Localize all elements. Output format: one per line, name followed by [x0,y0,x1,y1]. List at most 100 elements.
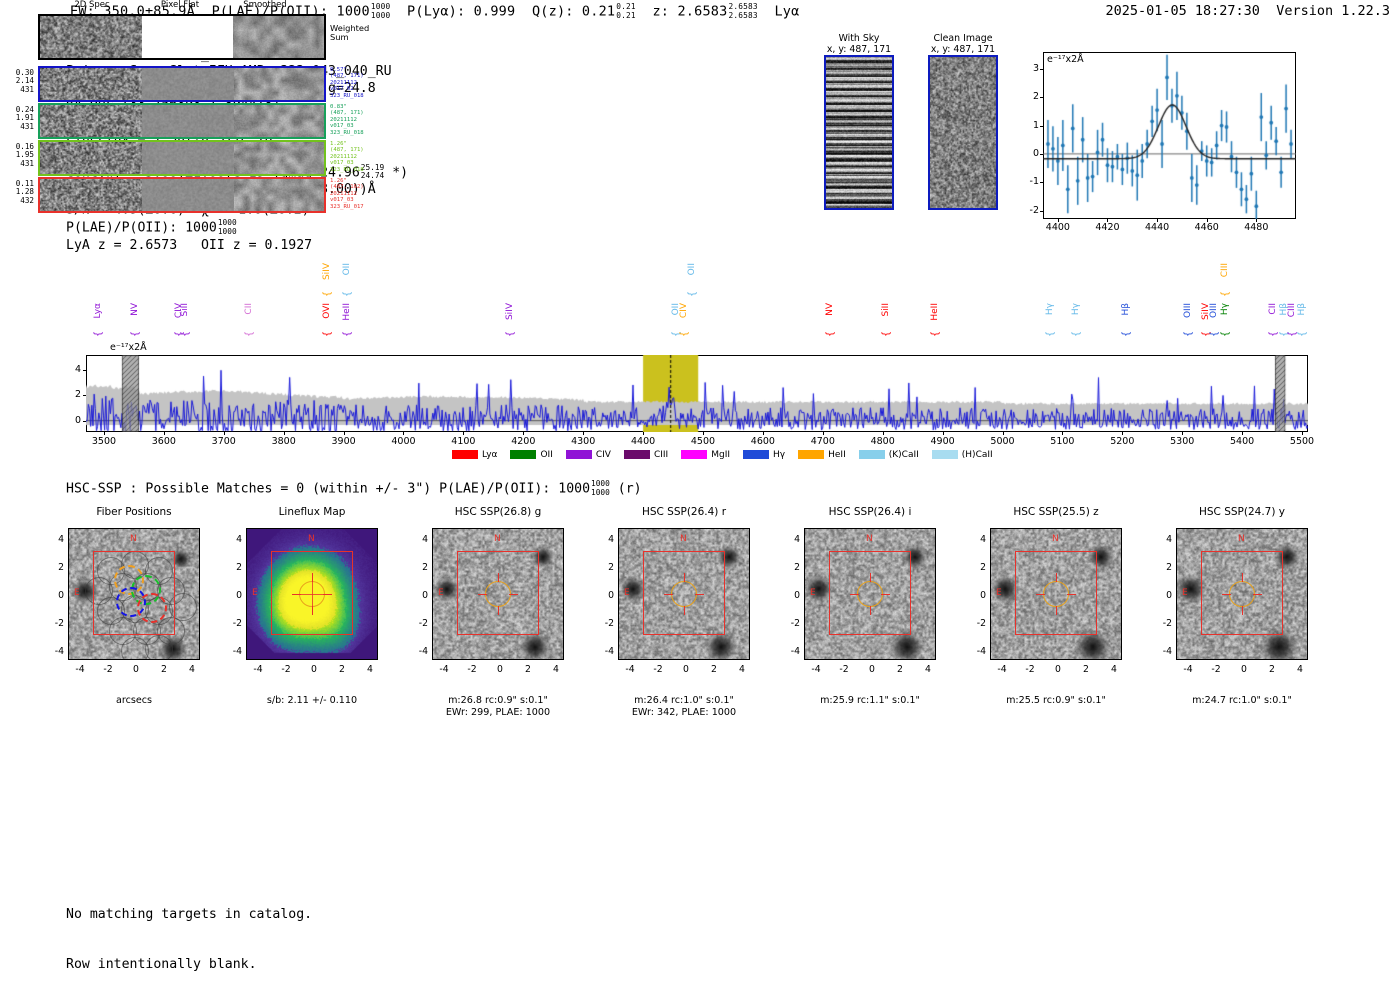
cutout-panel-6[interactable]: HSC SSP(24.7) y N E -4 -2 0 2 4 4 2 0 -2 -4 m:24.7 rc… [1163,506,1308,706]
emission-line-brace-22: { [1220,291,1232,298]
cutout-xtick-5-1: -2 [1025,664,1035,675]
emission-line-label-heii-15: HeII [930,303,941,321]
cutout-caption-0: arcsecs [39,695,229,707]
cutout-ytick-6-1: 2 [1166,562,1172,573]
cutout-caption-1: s/b: 2.11 +/- 0.110 [217,695,407,707]
compass-north: N [130,534,137,544]
montage-weighted-sum-label: Weighted Sum [330,24,369,42]
cutout-xtick-5-4: 4 [1111,664,1117,675]
cutout-title-6: HSC SSP(24.7) y [1198,506,1285,518]
cutout-xtick-1-3: 2 [339,664,345,675]
crosshair-top [684,573,686,582]
legend-item-ciii: CIII [623,450,668,460]
header-redshift-range: 2.6583 2.6583 [728,2,758,20]
compass-north: N [308,534,315,544]
row-stat-1-1: 1.91 [15,113,34,123]
line-fit-xtick-mark [1256,219,1258,222]
extraction-circle [1229,581,1255,607]
spectrum-xtick-mark [583,432,585,435]
cutout-xtick-3-2: 0 [683,664,689,675]
cutout-xtick-0-0: -4 [75,664,85,675]
cutout-caption-line-1-0: s/b: 2.11 +/- 0.110 [266,695,358,706]
cutout-ytick-2-3: -2 [418,618,428,629]
cutout-caption-5: m:25.5 rc:0.9" s:0.1" [961,695,1151,707]
montage-fiber-row-2 [38,140,326,176]
cutout-xtick-6-2: 0 [1241,664,1247,675]
emission-line-brace-13: { [824,331,836,338]
cutout-xtick-6-3: 2 [1269,664,1275,675]
header-plya: P(Lyα): 0.999 [407,3,516,20]
cutout-ytick-6-3: -2 [1162,618,1172,629]
spectrum-xtick-mark [343,432,345,435]
line-fit-ytick-mark [1040,210,1043,212]
emission-line-brace-3: { [179,331,191,338]
cutout-ytick-0-3: -2 [54,618,64,629]
cutout-panel-0[interactable]: Fiber Positions N E -4 -2 0 2 4 4 2 0 -2 -4 arcsecs [55,506,200,706]
spectrum-xtick-mark [1062,432,1064,435]
line-fit-xtick: 4420 [1095,222,1120,233]
montage-fiber-row-0 [38,66,326,102]
emission-line-brace-19: { [1183,331,1195,338]
header-classification: Lyα [774,3,800,20]
aperture-box [271,551,353,635]
cutout-panel-4[interactable]: HSC SSP(26.4) i N E -4 -2 0 2 4 4 2 0 -2 -4 m:25.9 rc… [791,506,936,706]
header-plae-range: 1000 1000 [370,2,391,20]
row-meta-1-0: 0.83" [330,104,347,110]
cutout-panel-5[interactable]: HSC SSP(25.5) z N E -4 -2 0 2 4 4 2 0 -2 -4 m:25.5 rc… [977,506,1122,706]
crosshair-left [478,594,487,596]
cutout-ytick-4-0: 4 [794,534,800,545]
spectrum-xtick-mark [523,432,525,435]
line-fit-ytick: 2 [1032,91,1039,103]
emission-line-label-cii-4: CII [243,303,254,315]
row-stat-3-0: 0.11 [15,179,34,188]
line-fit-ytick: 3 [1032,62,1039,74]
cutout-xtick-1-4: 4 [367,664,373,675]
clean-image-title: Clean Image [933,33,993,44]
spectrum-ytick: 2 [74,389,81,401]
cutout-panel-1[interactable]: Lineflux Map N E -4 -2 0 2 4 4 2 0 -2 -4 s/b: 2.11 +/… [233,506,378,706]
spectrum-xtick: 4700 [810,436,835,447]
legend-swatch-0 [452,450,478,459]
emission-line-label-oii-8: OII [341,263,352,276]
legend-label-0: Lyα [482,449,498,460]
line-fit-flux-unit: e⁻¹⁷x2Å [1047,54,1084,65]
cutout-title-5: HSC SSP(25.5) z [1013,506,1099,518]
montage-title-2: Smoothed [243,0,287,10]
cutout-caption-2: m:26.8 rc:0.9" s:0.1" EWr: 299, PLAE: 100… [403,695,593,719]
aperture-box [93,551,175,635]
cutout-ytick-5-4: -4 [976,646,986,657]
spectrum-xtick: 5200 [1110,436,1135,447]
cutout-ytick-6-4: -4 [1162,646,1172,657]
spectrum-xtick: 5000 [990,436,1015,447]
spectrum-xtick-mark [1302,432,1303,435]
compass-east: E [624,588,630,598]
legend-label-4: MgII [711,449,731,460]
row-meta-1-1: (487, 171) [330,110,364,117]
selected-fiber-circle-3 [137,593,167,623]
line-fit-xtick: 4480 [1244,222,1269,233]
cutout-xtick-2-3: 2 [525,664,531,675]
line-fit-xtick: 4440 [1145,222,1170,233]
spectrum-xtick: 5100 [1050,436,1075,447]
weighted-sum-line-1: Sum [330,32,349,42]
emission-line-brace-4: { [243,331,255,338]
emission-line-label-hγ-17: Hγ [1070,303,1081,316]
spectrum-xtick-mark [1122,432,1124,435]
spectrum-ytick: 4 [74,364,81,376]
header-redshift: z: 2.6583 [652,3,728,20]
spectrum-xtick: 4900 [930,436,955,447]
legend-label-7: (K)CaII [888,449,919,460]
cutout-ytick-2-2: 0 [422,590,428,601]
cutout-panel-2[interactable]: HSC SSP(26.8) g N E -4 -2 0 2 4 4 2 0 -2 -4 m:26.8 rc… [419,506,564,718]
spectrum-flux-unit: e⁻¹⁷x2Å [110,342,147,353]
cutout-panel-3[interactable]: HSC SSP(26.4) r N E -4 -2 0 2 4 4 2 0 -2 -4 m:26.4 rc… [605,506,750,718]
row-meta-3-4: 323_RU_017 [330,203,364,210]
